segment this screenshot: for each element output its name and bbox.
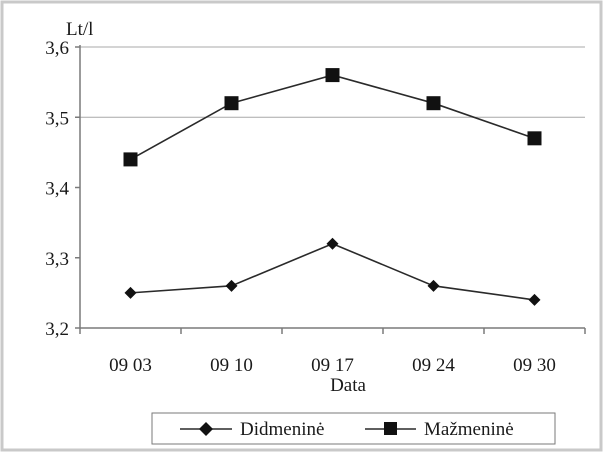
legend-label-mazmenine: Mažmeninė	[424, 419, 514, 440]
axes	[79, 45, 585, 329]
x-tick-label: 09 17	[311, 355, 354, 376]
square-marker	[527, 131, 542, 146]
diamond-marker	[225, 279, 238, 292]
x-tick-label: 09 30	[513, 355, 556, 376]
legend-marker-square	[384, 422, 397, 435]
diamond-marker	[326, 237, 339, 250]
square-marker	[325, 68, 340, 83]
diamond-marker	[124, 286, 137, 299]
legend: Didmeninė Mažmeninė	[151, 412, 556, 445]
series	[123, 68, 542, 306]
series-mazmenine	[123, 68, 542, 167]
series-didmenine	[124, 237, 541, 306]
x-axis-title: Data	[330, 375, 366, 396]
legend-marker-diamond	[199, 422, 213, 436]
square-marker	[123, 152, 138, 167]
x-tick-labels: 09 03 09 10 09 17 09 24 09 30	[79, 328, 586, 376]
grid-lines	[80, 46, 585, 118]
square-marker	[426, 96, 441, 111]
square-marker	[224, 96, 239, 111]
y-tick-label: 3,3	[45, 249, 69, 270]
y-tick-labels: 3,2 3,3 3,4 3,5 3,6	[45, 38, 80, 340]
diamond-marker	[427, 279, 440, 292]
y-axis-title: Lt/l	[66, 19, 93, 40]
x-tick-label: 09 03	[109, 355, 152, 376]
y-tick-label: 3,5	[45, 108, 69, 129]
x-tick-label: 09 10	[210, 355, 253, 376]
y-tick-label: 3,6	[45, 38, 69, 59]
legend-label-didmenine: Didmeninė	[240, 419, 324, 440]
y-tick-label: 3,2	[45, 319, 69, 340]
diamond-marker	[528, 293, 541, 306]
series-line	[130, 242, 535, 301]
y-tick-label: 3,4	[45, 179, 69, 200]
x-tick-label: 09 24	[412, 355, 455, 376]
